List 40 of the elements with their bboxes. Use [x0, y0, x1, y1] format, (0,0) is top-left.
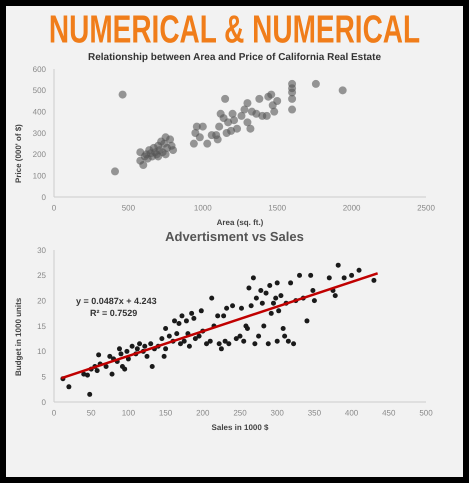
- annotation: R² = 0.7529: [90, 308, 138, 318]
- y-tick-label: 15: [37, 322, 47, 331]
- x-tick-label: 2000: [342, 204, 362, 213]
- y-tick-label: 5: [42, 372, 47, 382]
- y-tick-label: 400: [32, 108, 47, 117]
- y-tick-label: 0: [42, 192, 47, 202]
- y-axis-title: Price (000' of $): [14, 124, 23, 183]
- x-tick-label: 500: [122, 204, 136, 213]
- x-axis-title: Area (sq. ft.): [216, 218, 264, 227]
- x-tick-label: 350: [308, 408, 322, 418]
- y-axis-title: Budget in 1000 units: [14, 297, 23, 376]
- x-tick-label: 300: [270, 408, 284, 418]
- y-tick-label: 600: [32, 64, 47, 74]
- x-tick-label: 50: [86, 408, 96, 418]
- y-tick-label: 200: [32, 150, 47, 160]
- y-tick-label: 25: [37, 271, 47, 280]
- x-tick-label: 100: [122, 408, 136, 418]
- y-tick-label: 300: [32, 128, 47, 138]
- annotation: y = 0.0487x + 4.243: [76, 296, 157, 306]
- x-tick-label: 250: [233, 408, 248, 418]
- y-tick-label: 500: [32, 86, 47, 96]
- chart-subtitle: Relationship between Area and Price of California Real Estate: [86, 52, 382, 63]
- x-tick-label: 200: [196, 408, 210, 418]
- y-tick-label: 100: [32, 172, 47, 181]
- x-tick-label: 450: [382, 408, 396, 418]
- x-tick-label: 0: [52, 408, 57, 418]
- chart-title: Advertisment vs Sales: [164, 229, 305, 244]
- x-tick-label: 1000: [194, 204, 212, 213]
- y-tick-label: 20: [37, 296, 47, 306]
- x-tick-label: 150: [158, 408, 173, 418]
- x-tick-label: 1500: [268, 204, 287, 213]
- x-axis-title: Sales in 1000 $: [212, 423, 270, 432]
- y-tick-label: 0: [42, 398, 47, 407]
- chart-title: NUMERICAL & NUMERICAL: [48, 8, 420, 51]
- y-tick-label: 30: [37, 246, 47, 255]
- x-tick-label: 0: [52, 204, 57, 213]
- x-tick-label: 500: [419, 408, 434, 418]
- y-tick-label: 10: [37, 347, 47, 356]
- x-tick-label: 2500: [417, 204, 436, 213]
- x-tick-label: 400: [344, 408, 359, 418]
